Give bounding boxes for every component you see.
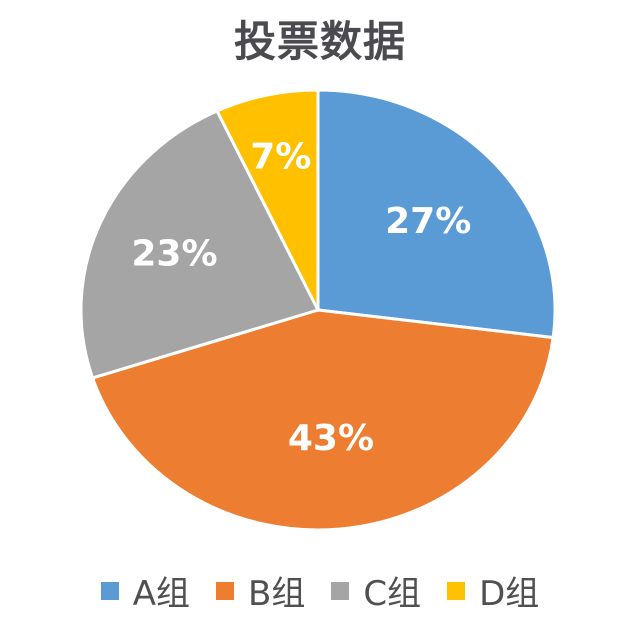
pie-slice-b[interactable] — [90, 308, 555, 532]
legend-item-c[interactable]: C组 — [331, 566, 421, 615]
pie-label-a: 27% — [385, 201, 471, 242]
pie-label-d: 7% — [250, 136, 311, 177]
legend-label-b: B组 — [248, 574, 306, 614]
pie-label-c: 23% — [131, 233, 217, 274]
legend-label-d: D组 — [479, 574, 540, 614]
legend-swatch-d — [447, 581, 466, 600]
legend-label-c: C组 — [363, 574, 422, 614]
legend-label-a: A组 — [132, 574, 190, 614]
pie-slice-a[interactable] — [316, 88, 557, 340]
legend-item-a[interactable]: A组 — [100, 566, 190, 615]
chart-title: 投票数据 — [233, 17, 406, 66]
pie-label-b: 43% — [288, 418, 374, 459]
legend-item-d[interactable]: D组 — [447, 566, 539, 615]
pie-labels: 27% 43% 23% 7% — [131, 136, 471, 459]
legend-swatch-b — [216, 581, 234, 600]
legend-swatch-a — [100, 581, 119, 600]
legend: A组 B组 C组 D组 — [0, 566, 640, 615]
legend-item-b[interactable]: B组 — [216, 566, 305, 615]
pie-slice-d[interactable] — [215, 88, 320, 311]
legend-swatch-c — [331, 581, 350, 600]
pie-slices — [79, 88, 557, 532]
pie-slice-c[interactable] — [79, 108, 321, 380]
